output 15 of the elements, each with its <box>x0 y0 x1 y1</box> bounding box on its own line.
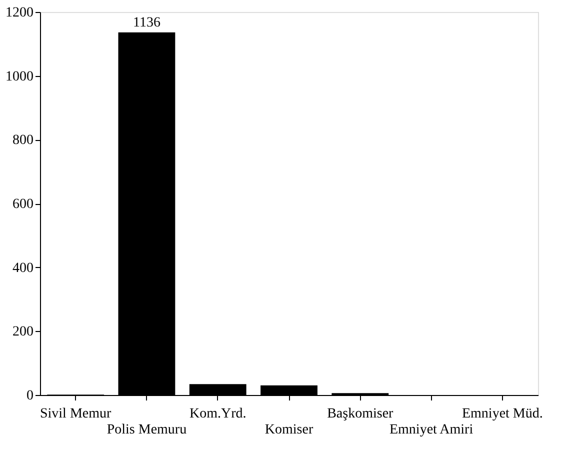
y-tick-label: 1200 <box>6 6 34 20</box>
x-tick-label: Emniyet Müd. <box>462 406 543 422</box>
y-tick-label: 400 <box>12 260 34 276</box>
x-tick-label: Başkomiser <box>327 406 394 422</box>
y-tick-label: 200 <box>12 324 34 340</box>
x-tick-label: Komiser <box>264 422 314 438</box>
y-tick-label: 0 <box>26 388 34 404</box>
data-label: 1136 <box>132 15 160 30</box>
x-tick-label: Kom.Yrd. <box>189 406 246 422</box>
x-tick-label: Polis Memuru <box>106 422 187 438</box>
y-tick-label: 1000 <box>6 69 34 84</box>
x-tick-label: Sivil Memur <box>40 406 112 422</box>
x-tick-label: Emniyet Amiri <box>389 422 474 438</box>
y-tick-label: 800 <box>12 133 34 148</box>
y-tick-label: 600 <box>12 197 34 212</box>
